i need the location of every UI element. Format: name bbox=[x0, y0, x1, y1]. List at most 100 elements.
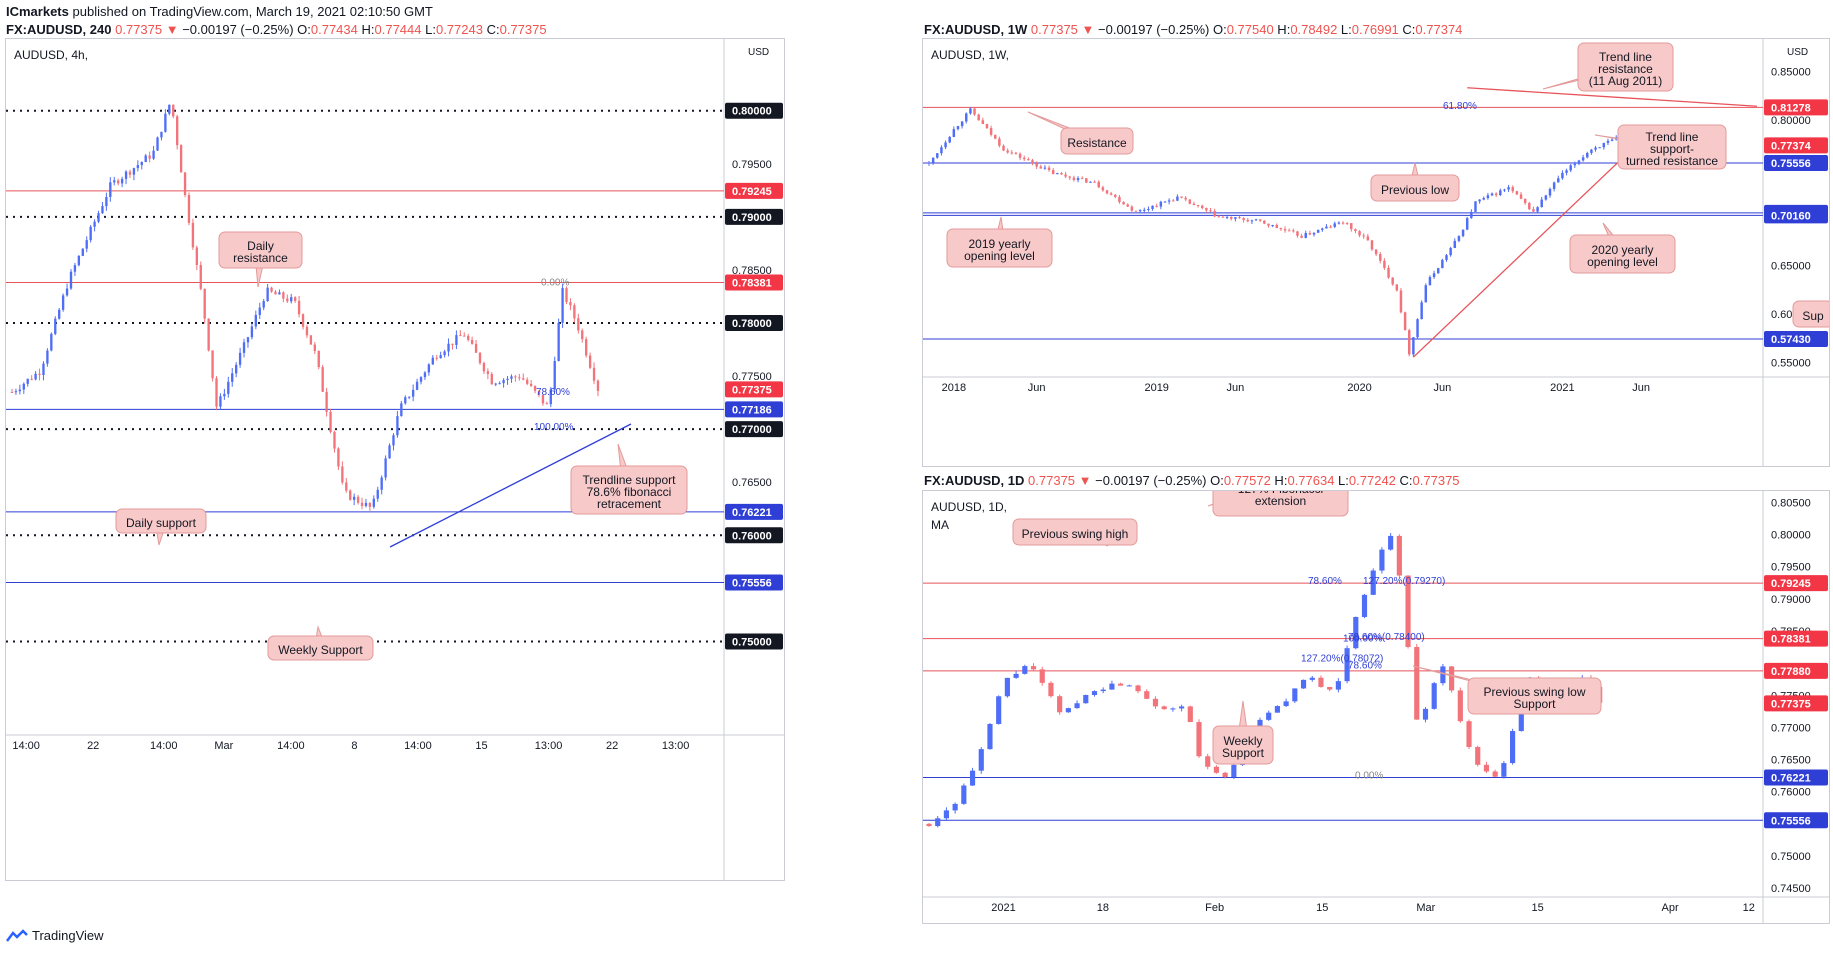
h4-price-tag bbox=[725, 401, 783, 418]
w1-candle-body bbox=[1292, 230, 1295, 232]
h4-candle-body bbox=[250, 326, 254, 338]
h4-candle-body bbox=[58, 309, 61, 319]
d1-candle-body bbox=[1405, 575, 1411, 647]
d1-fib-label: 78.60%(0.78400) bbox=[1348, 632, 1425, 643]
d1-chart-panel[interactable]: 0.805000.800000.795000.790000.785000.775… bbox=[922, 445, 1830, 924]
h4-candle-body bbox=[290, 297, 293, 302]
w1-candle-body bbox=[1018, 153, 1022, 158]
w1-price-tick: 0.55000 bbox=[1771, 358, 1811, 370]
w1-candle-body bbox=[1519, 194, 1523, 199]
w1-candle-body bbox=[1051, 170, 1055, 175]
w1-candle-body bbox=[1258, 219, 1262, 221]
w1-candle-body bbox=[1370, 240, 1374, 250]
h4-price-tag-label: 0.76000 bbox=[732, 530, 772, 542]
w1-candle-body bbox=[1180, 196, 1183, 198]
h4-candle-body bbox=[195, 247, 199, 266]
w1-candle-body bbox=[1470, 211, 1473, 219]
w1-price-tag bbox=[1764, 99, 1828, 116]
d1-candle-body bbox=[1179, 706, 1185, 709]
h4-price-tag bbox=[725, 102, 783, 119]
w1-candle-body bbox=[1060, 173, 1063, 175]
h4-candle-body bbox=[89, 226, 92, 241]
h4-symbol: FX:AUDUSD, 240 bbox=[6, 22, 112, 37]
w1-candle-body bbox=[1039, 166, 1043, 169]
d1-price-tick: 0.79000 bbox=[1771, 594, 1811, 606]
w1-callout-text: 2019 yearly bbox=[968, 237, 1030, 251]
w1-price-tag-label: 0.75556 bbox=[1771, 158, 1811, 170]
w1-candle-body bbox=[1118, 196, 1121, 203]
w1-candle-body bbox=[1229, 216, 1233, 219]
w1-candle-body bbox=[1296, 231, 1299, 236]
h4-candle-body bbox=[46, 350, 49, 364]
w1-candle-body bbox=[1374, 249, 1378, 255]
w1-candle-body bbox=[1217, 216, 1221, 218]
w1-candle-body bbox=[1606, 140, 1610, 143]
w1-candle-body bbox=[1602, 142, 1606, 148]
d1-callout: Previous swing high bbox=[1012, 518, 1138, 547]
publisher-name: ICmarkets bbox=[6, 4, 69, 19]
h4-candle-body bbox=[286, 298, 289, 302]
h4-callout-box bbox=[218, 231, 303, 269]
w1-candle-body bbox=[1395, 284, 1399, 291]
w1-candle-body bbox=[1610, 139, 1614, 141]
d1-candle-body bbox=[926, 823, 932, 827]
w1-candle-body bbox=[1242, 218, 1245, 221]
w1-candle-body bbox=[1548, 188, 1552, 196]
w1-callout-text: resistance bbox=[1598, 62, 1653, 76]
w1-candle-body bbox=[931, 157, 935, 163]
h4-callout-text: Trendline support bbox=[583, 473, 677, 487]
w1-candle-body bbox=[1201, 205, 1204, 209]
h4-candle-body bbox=[553, 360, 556, 390]
h4-price-tick: 0.77500 bbox=[732, 371, 772, 383]
w1-candle-body bbox=[948, 136, 951, 143]
w1-candle-body bbox=[998, 138, 1001, 146]
w1-chart-panel[interactable]: 0.85000 0.80000 0.65000 0.60000 0.55000 0.812… bbox=[922, 38, 1833, 467]
h4-candle-body bbox=[482, 363, 486, 372]
w1-candle-body bbox=[1345, 222, 1349, 224]
tradingview-brand[interactable]: TradingView bbox=[6, 928, 104, 943]
h4-chart[interactable]: 0.79500 0.78500 0.77500 0.76500 0.80000 0.792… bbox=[6, 39, 784, 880]
w1-candle-body bbox=[1561, 172, 1564, 179]
h4-candle-body bbox=[494, 383, 497, 385]
h4-candle-body bbox=[148, 155, 151, 159]
w1-candle-body bbox=[1474, 201, 1477, 212]
d1-candle-body bbox=[1057, 696, 1063, 713]
w1-callout-text: Resistance bbox=[1067, 136, 1127, 150]
down-arrow-icon: ▼ bbox=[165, 22, 179, 37]
d1-price-tick: 0.80000 bbox=[1771, 530, 1811, 542]
h4-candle-body bbox=[498, 383, 501, 385]
d1-close: 0.77375 bbox=[1412, 473, 1460, 488]
d1-time-tick: 12 bbox=[1743, 902, 1755, 914]
d1-price-tag-label: 0.75556 bbox=[1771, 815, 1811, 827]
h4-currency-label: USD bbox=[748, 47, 769, 58]
h4-chart-panel[interactable]: 0.79500 0.78500 0.77500 0.76500 0.80000 0.792… bbox=[5, 38, 785, 881]
w1-candle-body bbox=[1254, 219, 1258, 221]
h4-fib-label: 0.00% bbox=[541, 278, 569, 289]
d1-candle-body bbox=[1187, 706, 1193, 723]
d1-candle-body bbox=[1039, 669, 1045, 683]
w1-callout-box bbox=[1577, 42, 1674, 92]
d1-candle-body bbox=[1170, 708, 1176, 710]
h4-candle-body bbox=[321, 367, 324, 392]
w1-candle-body bbox=[1354, 229, 1357, 232]
d1-time-tick: Mar bbox=[1416, 902, 1435, 914]
d1-chart[interactable]: 0.805000.800000.795000.790000.785000.775… bbox=[923, 445, 1829, 923]
d1-price-tick: 0.76500 bbox=[1771, 755, 1811, 767]
w1-chart[interactable]: 0.850000.800000.650000.600000.550000.812… bbox=[923, 39, 1833, 466]
h4-candle-body bbox=[392, 435, 395, 446]
h4-candle-body bbox=[360, 502, 364, 506]
d1-time-tick: 15 bbox=[1316, 902, 1328, 914]
publish-info: published on TradingView.com, March 19, … bbox=[72, 4, 433, 19]
h4-candle-body bbox=[349, 490, 352, 500]
h4-candle-body bbox=[408, 396, 411, 398]
d1-callout-text: extension bbox=[1255, 494, 1306, 508]
d1-price-tick: 0.75000 bbox=[1771, 851, 1811, 863]
h4-candle-body bbox=[577, 318, 580, 331]
h4-candle-body bbox=[238, 352, 242, 365]
h4-last: 0.77375 bbox=[115, 22, 163, 37]
w1-candle-body bbox=[1358, 231, 1361, 236]
d1-candle-body bbox=[1475, 746, 1481, 765]
d1-candle-body bbox=[1335, 681, 1341, 690]
h4-candle-body bbox=[317, 350, 320, 368]
